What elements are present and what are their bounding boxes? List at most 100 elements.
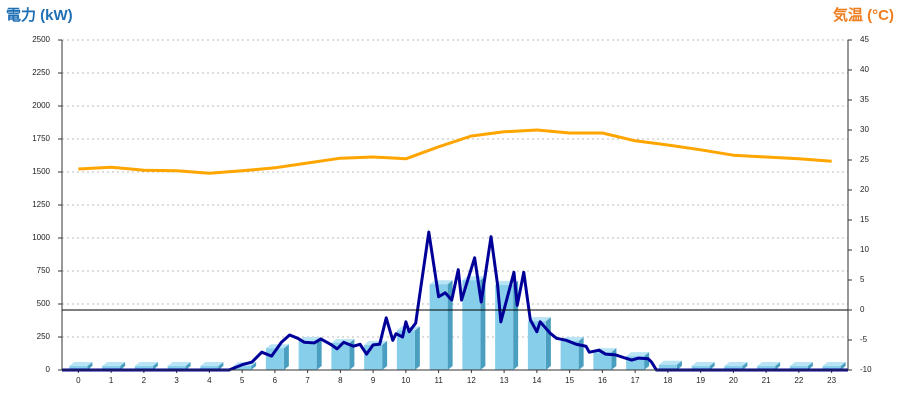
- y2-tick-label: 35: [860, 95, 869, 104]
- bar-side: [414, 326, 420, 370]
- x-tick-label: 15: [565, 376, 574, 385]
- bar: [233, 366, 252, 370]
- x-tick-label: 20: [729, 376, 738, 385]
- y-tick-label: 0: [46, 365, 51, 374]
- bar-side: [775, 362, 781, 370]
- bar: [462, 280, 481, 370]
- x-tick-label: 6: [273, 376, 278, 385]
- x-tick-label: 10: [401, 376, 410, 385]
- x-tick-label: 7: [305, 376, 310, 385]
- bar-top: [789, 362, 813, 367]
- bar: [560, 340, 579, 370]
- bar-top: [757, 362, 781, 367]
- bar-side: [218, 362, 224, 370]
- bar: [364, 344, 383, 370]
- bar-top: [134, 362, 158, 367]
- bar-side: [251, 362, 257, 370]
- x-tick-label: 12: [467, 376, 476, 385]
- x-tick-label: 0: [76, 376, 81, 385]
- x-tick-label: 18: [663, 376, 672, 385]
- y2-tick-label: 0: [860, 305, 865, 314]
- bar-top: [298, 336, 322, 341]
- y2-tick-label: 15: [860, 215, 869, 224]
- y2-tick-label: -10: [860, 365, 872, 374]
- y2-tick-label: 5: [860, 275, 865, 284]
- bar-top: [658, 360, 682, 365]
- bar: [134, 366, 153, 370]
- y2-tick-label: 10: [860, 245, 869, 254]
- bar-top: [200, 362, 224, 367]
- x-tick-label: 16: [598, 376, 607, 385]
- y2-tick-label: 20: [860, 185, 869, 194]
- bar: [265, 348, 284, 370]
- x-tick-label: 13: [500, 376, 509, 385]
- bar: [789, 366, 808, 370]
- bar-top: [102, 362, 126, 367]
- x-tick-label: 8: [338, 376, 343, 385]
- bar: [200, 366, 219, 370]
- y2-tick-label: 30: [860, 125, 869, 134]
- bar-side: [316, 336, 322, 370]
- bar-top: [527, 317, 551, 322]
- y-tick-label: 1750: [32, 134, 50, 143]
- x-tick-label: 19: [696, 376, 705, 385]
- bar: [822, 366, 841, 370]
- bar-top: [822, 362, 846, 367]
- line: [78, 128, 832, 175]
- bar: [102, 366, 121, 370]
- bar-side: [382, 340, 388, 370]
- x-tick-label: 1: [109, 376, 114, 385]
- x-tick-label: 17: [631, 376, 640, 385]
- bar-top: [167, 362, 191, 367]
- y2-tick-label: 45: [860, 35, 869, 44]
- bar: [527, 321, 546, 370]
- bar-top: [69, 362, 93, 367]
- x-tick-label: 5: [240, 376, 245, 385]
- bar-top: [691, 362, 715, 367]
- bar-side: [644, 352, 650, 370]
- y-tick-label: 1500: [32, 167, 50, 176]
- bar-side: [87, 362, 93, 370]
- x-tick-label: 21: [762, 376, 771, 385]
- bar: [757, 366, 776, 370]
- bar-side: [807, 362, 813, 370]
- bar-side: [709, 362, 715, 370]
- y2-axis-title: 気温 (°C): [833, 6, 894, 24]
- bar: [593, 352, 612, 370]
- y-tick-label: 750: [37, 266, 51, 275]
- bar-side: [283, 344, 289, 370]
- y-tick-label: 2250: [32, 68, 50, 77]
- y-tick-label: 2500: [32, 35, 50, 44]
- y-axis-title: 電力 (kW): [6, 6, 73, 24]
- bar: [724, 366, 743, 370]
- bar-side: [742, 362, 748, 370]
- bar: [396, 330, 415, 370]
- bar-top: [724, 362, 748, 367]
- y-tick-label: 1000: [32, 233, 50, 242]
- x-tick-label: 14: [532, 376, 541, 385]
- x-tick-label: 3: [174, 376, 179, 385]
- x-tick-label: 23: [827, 376, 836, 385]
- x-tick-label: 2: [142, 376, 147, 385]
- bar-top: [626, 352, 650, 357]
- y-tick-label: 500: [37, 299, 51, 308]
- x-tick-label: 22: [794, 376, 803, 385]
- bar-top: [331, 338, 355, 343]
- bar: [658, 364, 677, 370]
- bar: [691, 366, 710, 370]
- bar-side: [120, 362, 126, 370]
- bar-side: [185, 362, 191, 370]
- bar: [298, 340, 317, 370]
- y2-tick-label: 40: [860, 65, 869, 74]
- bar-side: [840, 362, 846, 370]
- line: [62, 230, 848, 372]
- x-tick-label: 4: [207, 376, 212, 385]
- x-tick-label: 11: [434, 376, 443, 385]
- bar: [167, 366, 186, 370]
- y-tick-label: 1250: [32, 200, 50, 209]
- bar-side: [545, 317, 551, 370]
- bar-side: [578, 336, 584, 370]
- bar: [429, 284, 448, 370]
